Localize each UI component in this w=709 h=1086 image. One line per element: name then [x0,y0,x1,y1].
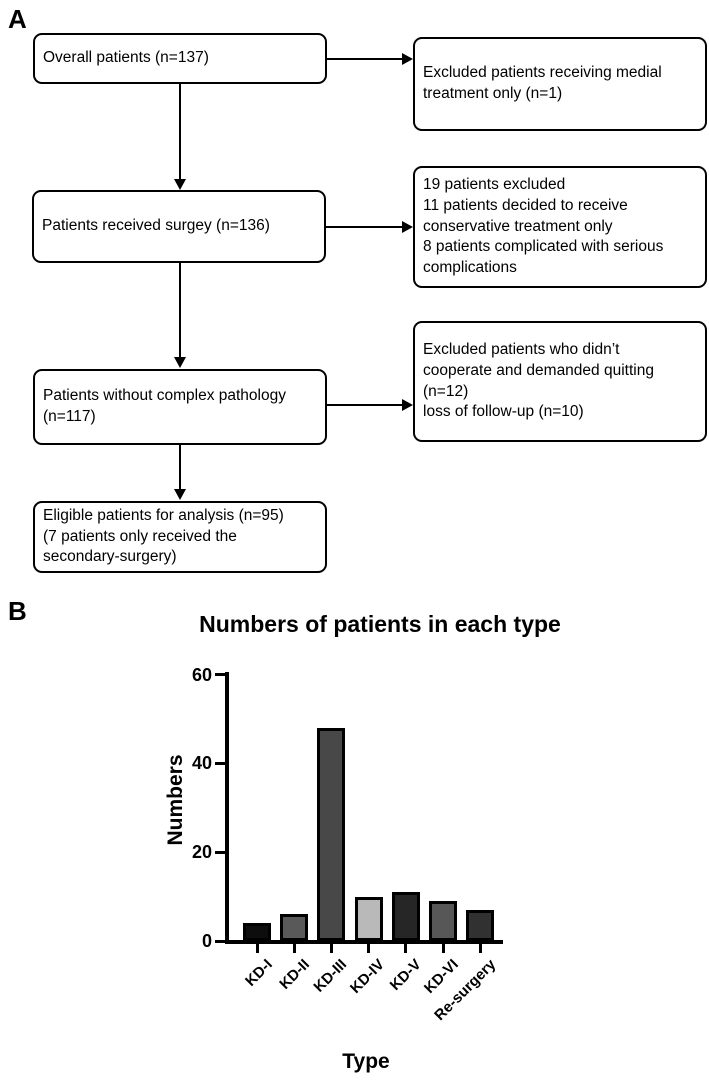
y-axis-line [225,672,229,944]
panel-a-label: A [8,4,28,34]
flow-box-eligible-patients: Eligible patients for analysis (n=95) (7… [33,501,327,573]
bar-kd-iii [317,727,346,941]
bar-re-surgery [466,909,495,941]
x-tick-kd-i [255,944,259,953]
y-tick-label-40: 40 [191,753,212,774]
x-tick-kd-v [404,944,408,953]
flow-box-overall-patients: Overall patients (n=137) [33,33,327,84]
flow-arrow-right-1-line [326,58,403,60]
x-tick-label-kd-iv: KD-IV [346,956,388,997]
flow-arrow-down-3-line [179,445,181,491]
x-tick-re-surgery [478,944,482,953]
y-tick-40 [215,761,225,765]
flow-box-excluded-medical-only: Excluded patients receiving medial treat… [413,37,707,131]
bar-kd-i [243,923,271,941]
x-tick-label-kd-iii: KD-III [310,956,351,996]
panel-b-label: B [8,596,28,626]
flow-box-excluded-quitting-followup: Excluded patients who didn’t cooperate a… [413,321,707,442]
x-tick-kd-iv [367,944,371,953]
y-tick-60 [215,673,225,677]
x-tick-kd-ii [292,944,296,953]
flow-arrow-right-3-line [327,404,403,406]
chart-title: Numbers of patients in each type [199,611,561,637]
x-tick-label-kd-i: KD-I [242,956,277,990]
flow-box-excluded-19-patients: 19 patients excluded 11 patients decided… [413,166,707,288]
arrow-right-icon [402,53,413,65]
arrow-right-icon [402,221,413,233]
y-tick-0 [215,939,225,943]
x-axis-title: Type [342,1050,390,1073]
y-tick-label-0: 0 [201,931,212,951]
bar-kd-v [391,892,420,941]
flow-arrow-down-1-line [179,84,181,181]
arrow-right-icon [402,399,413,411]
x-tick-label-kd-ii: KD-II [276,956,314,993]
flow-arrow-down-2-line [179,263,181,358]
flow-box-received-surgery: Patients received surgey (n=136) [32,190,326,263]
bar-kd-ii [280,914,309,941]
flow-arrow-right-2-line [326,226,403,228]
bar-kd-vi [429,901,457,941]
x-tick-label-kd-v: KD-V [386,956,425,994]
arrow-down-icon [174,357,186,368]
y-tick-label-60: 60 [191,664,212,685]
y-tick-20 [215,850,225,854]
arrow-down-icon [174,489,186,500]
bar-kd-iv [354,896,383,941]
flow-box-without-complex-pathology: Patients without complex pathology (n=11… [33,369,327,445]
x-tick-kd-vi [441,944,445,953]
y-tick-label-20: 20 [191,842,212,863]
arrow-down-icon [174,179,186,190]
x-tick-kd-iii [329,944,333,953]
x-axis-line [225,940,503,944]
